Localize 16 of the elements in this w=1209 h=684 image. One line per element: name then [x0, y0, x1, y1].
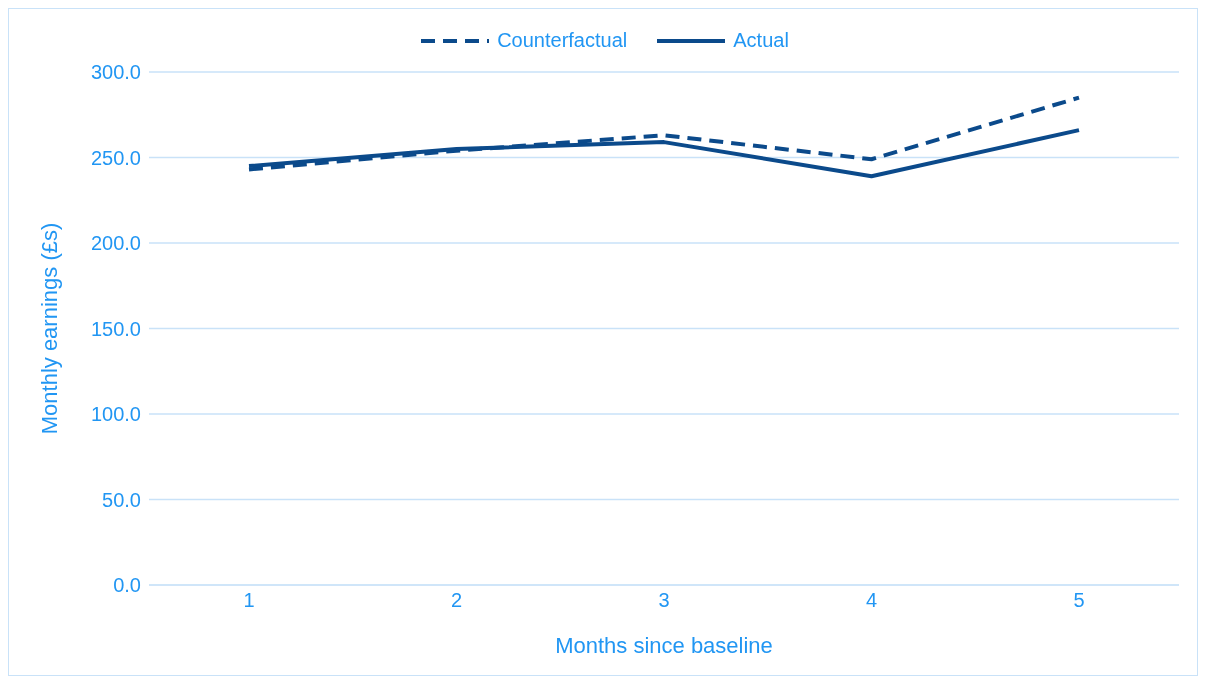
x-tick-label: 1 — [243, 589, 255, 612]
x-tick-label: 2 — [450, 589, 463, 612]
legend-label: Counterfactual — [497, 29, 628, 52]
x-tick-label: 4 — [865, 589, 878, 612]
x-tick-label: 3 — [658, 589, 670, 612]
legend-label: Actual — [733, 29, 789, 52]
y-tick-label: 300.0 — [90, 61, 141, 84]
y-tick-label: 0.0 — [113, 574, 141, 597]
y-tick-label: 50.0 — [102, 488, 141, 511]
y-tick-label: 100.0 — [90, 403, 141, 426]
x-tick-label: 5 — [1073, 589, 1085, 612]
y-tick-label: 200.0 — [90, 232, 141, 255]
y-tick-label: 250.0 — [90, 146, 141, 169]
y-axis-title: Monthly earnings (£s) — [36, 222, 62, 435]
x-axis-title: Months since baseline — [555, 633, 773, 658]
y-tick-label: 150.0 — [90, 317, 141, 340]
